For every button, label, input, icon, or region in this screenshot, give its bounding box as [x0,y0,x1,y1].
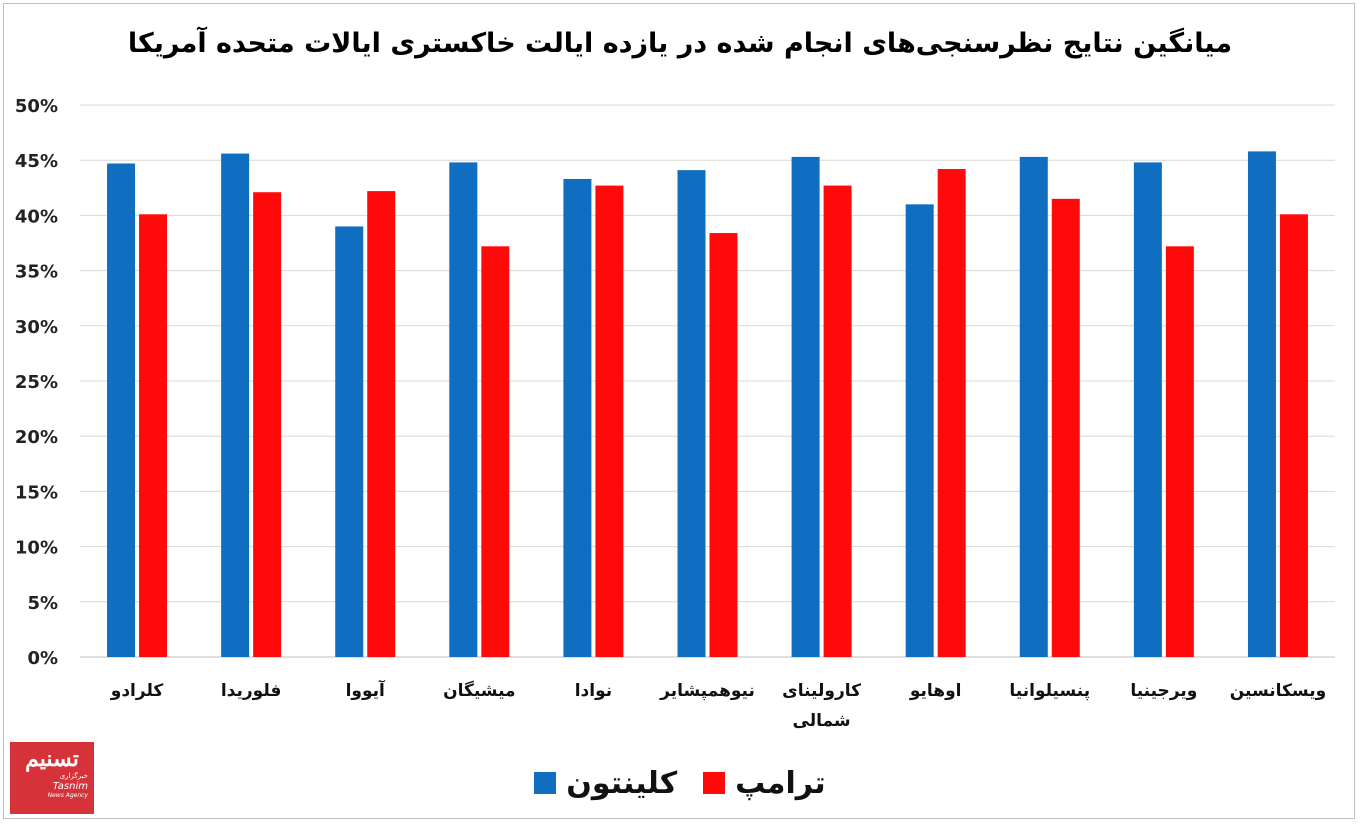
bar-clinton [905,204,934,658]
x-tick-label: ویرجینیا [1130,681,1197,701]
bar-trump [139,214,168,657]
logo-wordmark: تسنیم [25,746,79,772]
y-tick-label: 40% [15,206,58,227]
bar-clinton [1019,156,1048,657]
bar-trump [367,191,396,657]
legend-label-trump: ترامپ [735,765,826,801]
y-tick-label: 35% [15,262,58,283]
legend-label-clinton: کلینتون [566,765,678,801]
x-tick-label: فلوریدا [221,681,282,701]
tasnim-logo: تسنیم خبرگزاری Tasnim News Agency [10,742,94,814]
bar-trump [253,192,282,657]
y-axis-ticks: 0% 5% 10% 15% 20% 25% 30% 35% 40% 45% 50% [15,96,58,669]
bar-trump [1051,198,1080,657]
chart-title: میانگین نتایج نظرسنجی‌های انجام شده در ی… [127,28,1233,59]
x-tick-label: اوهایو [909,681,962,701]
y-tick-label: 30% [15,317,58,338]
bar-clinton [335,226,364,657]
legend-item-clinton: کلینتون [534,766,677,801]
bar-clinton [449,162,478,657]
bar-trump [595,185,624,658]
bar-trump [937,169,966,658]
bars [107,151,1308,658]
bar-trump [481,246,510,657]
bar-trump [1165,246,1194,657]
bar-clinton [677,170,706,658]
x-tick-label: کلرادو [110,681,164,701]
bar-trump [709,233,738,657]
bar-clinton [1247,151,1276,658]
x-tick-label: ویسکانسین [1230,681,1326,701]
legend: کلینتون ترامپ [0,758,1360,808]
x-tick-label: آیووا [346,679,386,701]
bar-clinton [221,153,250,658]
bar-trump [823,185,852,658]
bar-clinton [563,178,592,657]
bar-clinton [1133,162,1162,657]
bar-trump [1279,214,1308,657]
bar-clinton [791,156,820,657]
y-tick-label: 15% [15,482,58,503]
x-tick-label: پنسیلوانیا [1009,681,1090,701]
x-axis-labels: کلرادو فلوریدا آیووا میشیگان نوادا نیوهمپشایر… [110,679,1326,731]
y-tick-label: 25% [15,372,58,393]
logo-tagline: News Agency [47,792,88,799]
legend-item-trump: ترامپ [703,766,826,801]
y-tick-label: 0% [27,648,58,669]
x-tick-label: نیوهمپشایر [659,681,755,701]
y-tick-label: 10% [15,538,58,559]
y-tick-label: 50% [15,96,58,117]
y-tick-label: 5% [27,593,58,614]
legend-swatch-clinton [534,772,557,794]
y-tick-label: 20% [15,427,58,448]
x-tick-label: میشیگان [443,680,515,701]
logo-latin-name: Tasnim [52,781,88,792]
bar-clinton [107,163,136,657]
logo-subtitle: خبرگزاری [59,772,88,780]
y-tick-label: 45% [15,151,58,172]
x-tick-label: نوادا [575,681,612,701]
legend-swatch-trump [703,772,726,794]
grid-lines [80,104,1335,658]
x-tick-label: کارولینای شمالی [782,681,861,731]
chart-frame [3,3,1355,819]
